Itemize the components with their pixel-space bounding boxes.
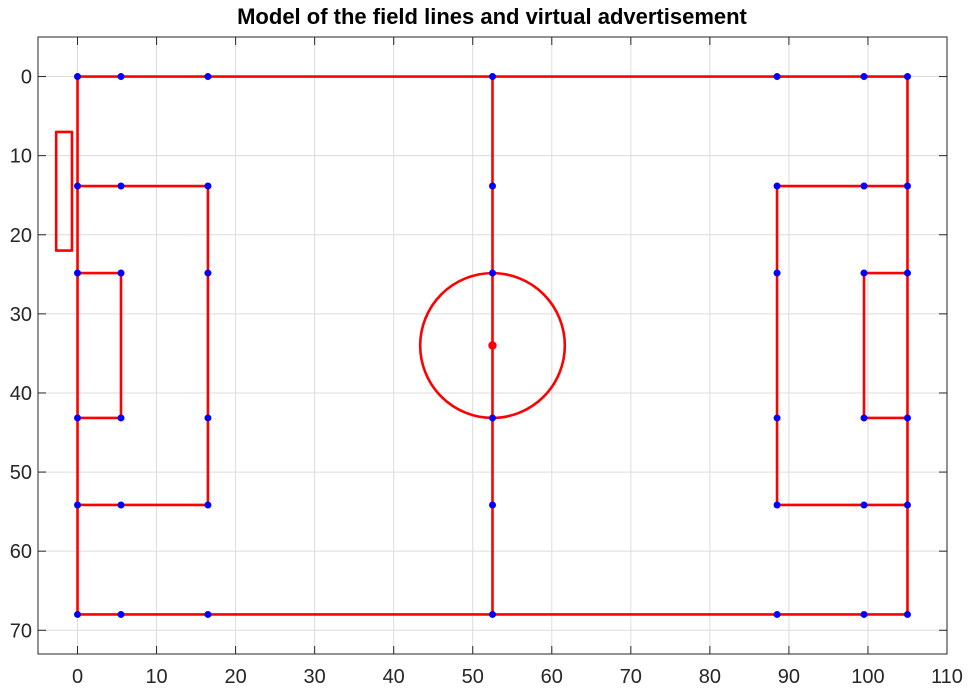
key-point (860, 610, 868, 618)
key-point (489, 501, 496, 509)
y-tick-label: 20 (10, 225, 32, 247)
x-tick-label: 20 (224, 666, 246, 688)
key-point (74, 269, 82, 277)
axes-box (37, 36, 948, 655)
key-point (117, 414, 125, 422)
y-tick-label: 30 (10, 304, 32, 326)
key-point (74, 73, 82, 81)
x-tick-label: 40 (383, 666, 405, 688)
x-tick-label: 90 (778, 666, 800, 688)
key-point (489, 414, 496, 422)
key-point (117, 610, 125, 618)
y-tick-label: 70 (10, 620, 32, 642)
center-spot (488, 341, 497, 350)
left-goal-area-line (76, 271, 123, 420)
x-tick-label: 30 (304, 666, 326, 688)
key-point (489, 269, 496, 277)
x-tick-label: 110 (931, 666, 963, 688)
key-point (903, 269, 911, 277)
x-tick-label: 0 (72, 666, 83, 688)
key-point (204, 73, 212, 81)
field-lines (54, 75, 909, 616)
key-point (204, 182, 212, 190)
key-point (204, 269, 212, 277)
key-point (903, 501, 911, 509)
key-point (204, 501, 212, 509)
key-point (773, 182, 781, 190)
key-point (773, 269, 781, 277)
key-point (860, 269, 868, 277)
key-point (903, 182, 911, 190)
key-point (74, 182, 82, 190)
key-point (860, 182, 868, 190)
key-point (204, 610, 212, 618)
x-tick-label: 10 (145, 666, 167, 688)
right-goal-area-line (862, 271, 909, 420)
x-tick-label: 80 (699, 666, 721, 688)
y-tick-label: 0 (21, 67, 32, 89)
key-point (773, 73, 781, 81)
key-point (773, 501, 781, 509)
key-point (489, 182, 496, 190)
key-point (117, 501, 125, 509)
key-point (860, 501, 868, 509)
key-point (903, 73, 911, 81)
x-tick-label: 60 (541, 666, 563, 688)
right-penalty-area-line (775, 184, 909, 507)
key-point (773, 414, 781, 422)
key-point (74, 501, 82, 509)
key-point (204, 414, 212, 422)
key-point (489, 73, 496, 81)
key-point (773, 610, 781, 618)
y-tick-label: 10 (10, 146, 32, 168)
y-tick-label: 60 (10, 541, 32, 563)
key-point (903, 414, 911, 422)
key-point (489, 610, 496, 618)
key-point (860, 73, 868, 81)
x-tick-label: 70 (620, 666, 642, 688)
key-point (117, 73, 125, 81)
y-tick-label: 40 (10, 383, 32, 405)
key-point (117, 269, 125, 277)
key-points (74, 73, 911, 618)
key-point (117, 182, 125, 190)
key-point (860, 414, 868, 422)
key-point (903, 610, 911, 618)
key-point (74, 610, 82, 618)
x-tick-label: 100 (851, 666, 884, 688)
left-penalty-area-line (76, 184, 210, 507)
y-tick-label: 50 (10, 462, 32, 484)
virtual-advertisement-line (54, 130, 74, 252)
key-point (74, 414, 82, 422)
tick-labels: 0 10 20 30 40 50 60 70 80 90 100 110 0 10 20 30 40 50 60 70 (10, 37, 963, 688)
chart-title: Model of the field lines and virtual adv… (237, 4, 747, 29)
x-tick-label: 50 (462, 666, 484, 688)
